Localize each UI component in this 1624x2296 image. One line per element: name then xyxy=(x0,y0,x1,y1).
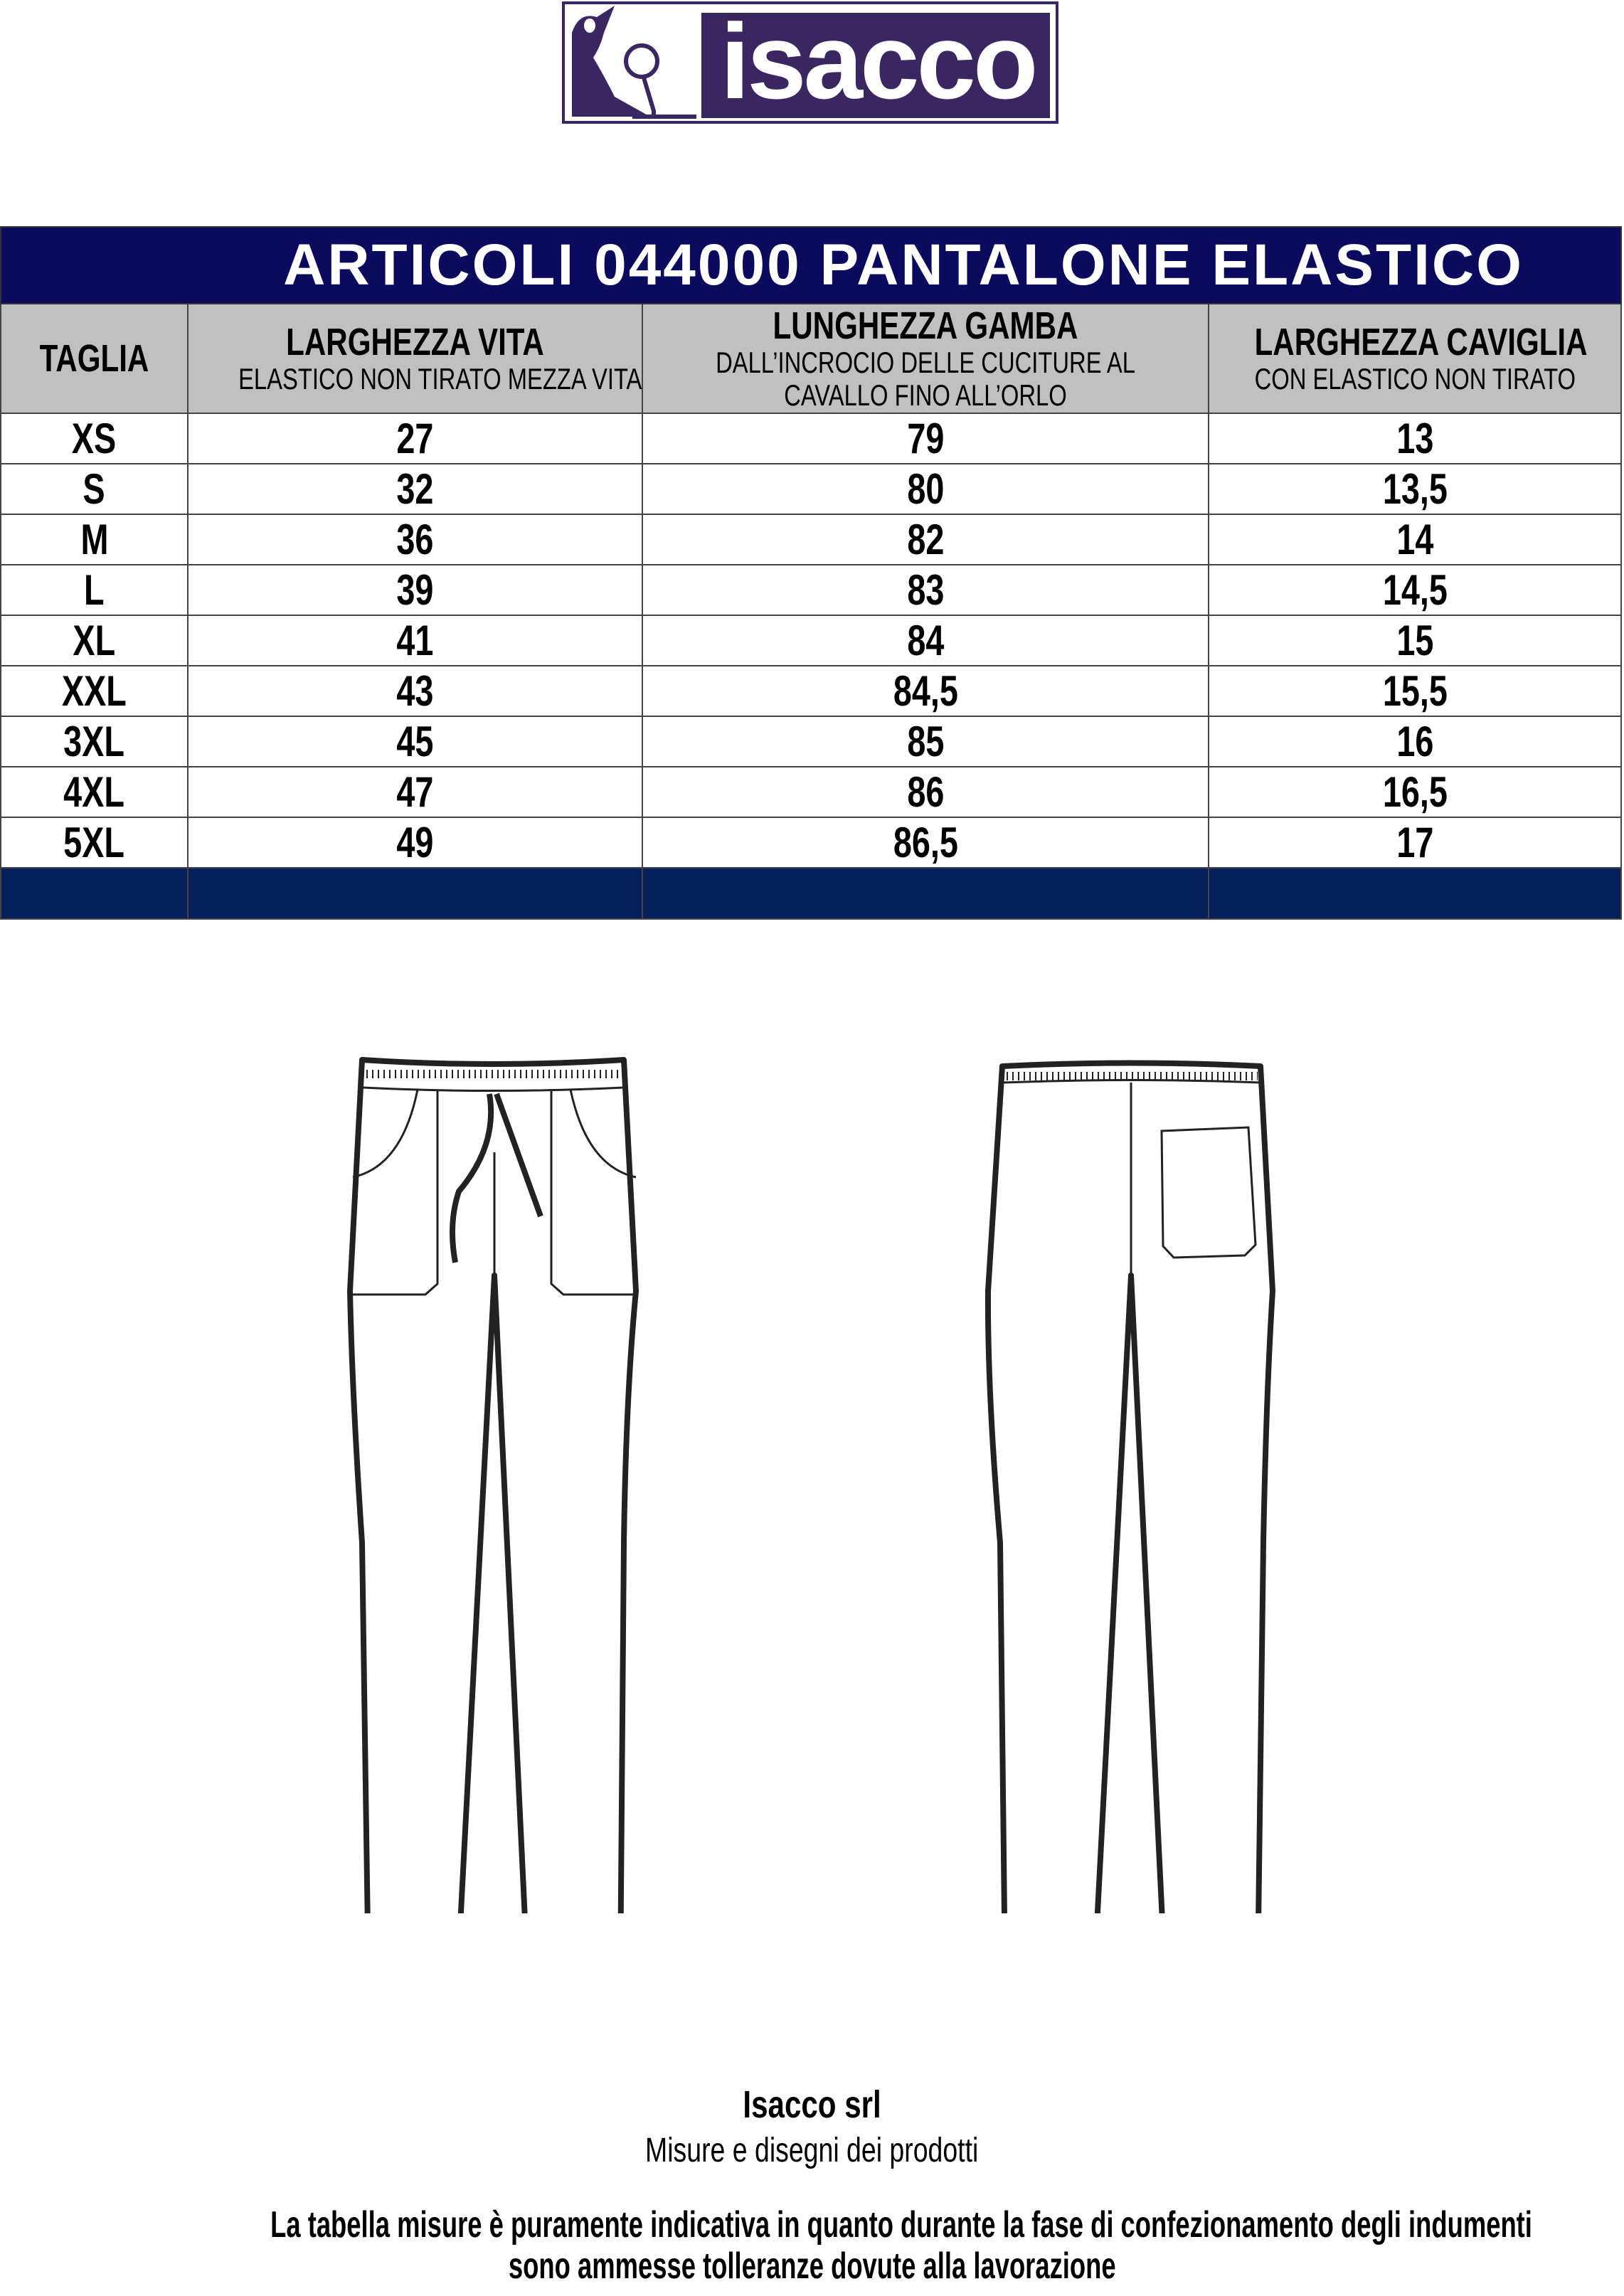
disclaimer-line-2: sono ammesse tolleranze dovute alla lavo… xyxy=(508,2245,1116,2287)
cell-waist-width: 27 xyxy=(187,413,643,464)
cell-waist-width: 36 xyxy=(187,514,643,565)
table-title: ARTICOLI 044000 PANTALONE ELASTICO xyxy=(0,226,1623,304)
header-lunghezza-gamba: LUNGHEZZA GAMBA DALL’INCROCIO DELLE CUCIT… xyxy=(642,303,1209,414)
cell-size: M xyxy=(0,514,189,565)
cell-leg-length: 85 xyxy=(642,716,1209,767)
header-larghezza-caviglia: LARGHEZZA CAVIGLIA CON ELASTICO NON TIRAT… xyxy=(1207,303,1623,414)
cell-waist-width: 41 xyxy=(187,615,643,666)
cell-size: 4XL xyxy=(0,766,189,818)
cell-leg-length: 82 xyxy=(642,514,1209,565)
company-name: Isacco srl xyxy=(743,2083,881,2126)
table-row: S 32 80 13,5 xyxy=(0,463,1623,515)
cell-leg-length: 79 xyxy=(642,413,1209,464)
table-row: M 36 82 14 xyxy=(0,514,1623,565)
cell-leg-length: 86 xyxy=(642,766,1209,818)
cell-size: S xyxy=(0,463,189,515)
cell-size: L xyxy=(0,564,189,616)
pants-drawings xyxy=(347,1057,1275,1913)
header-taglia: TAGLIA xyxy=(0,303,189,414)
cell-leg-length: 83 xyxy=(642,564,1209,616)
cell-waist-width: 49 xyxy=(187,817,643,868)
cell-waist-width: 32 xyxy=(187,463,643,515)
cell-waist-width: 39 xyxy=(187,564,643,616)
cell-ankle-width: 15 xyxy=(1207,615,1623,666)
table-row: 5XL 49 86,5 17 xyxy=(0,817,1623,868)
table-row: 4XL 47 86 16,5 xyxy=(0,766,1623,818)
cell-ankle-width: 14,5 xyxy=(1207,564,1623,616)
table-row: XS 27 79 13 xyxy=(0,413,1623,464)
cell-ankle-width: 15,5 xyxy=(1207,665,1623,717)
cell-size: 3XL xyxy=(0,716,189,767)
cell-size: XXL xyxy=(0,665,189,717)
cell-waist-width: 43 xyxy=(187,665,643,717)
table-row: XXL 43 84,5 15,5 xyxy=(0,665,1623,717)
logo-box xyxy=(701,13,1050,118)
cell-leg-length: 84,5 xyxy=(642,665,1209,717)
table-row: L 39 83 14,5 xyxy=(0,564,1623,616)
header-larghezza-vita: LARGHEZZA VITA ELASTICO NON TIRATO MEZZA … xyxy=(187,303,643,414)
table-row: XL 41 84 15 xyxy=(0,615,1623,666)
cell-leg-length: 84 xyxy=(642,615,1209,666)
cell-ankle-width: 13,5 xyxy=(1207,463,1623,515)
disclaimer-line-1: La tabella misure è puramente indicativa… xyxy=(270,2204,1532,2245)
table-footer-bar xyxy=(0,867,1623,920)
cell-leg-length: 86,5 xyxy=(642,817,1209,868)
cell-size: 5XL xyxy=(0,817,189,868)
cell-ankle-width: 14 xyxy=(1207,514,1623,565)
cell-size: XL xyxy=(0,615,189,666)
cell-size: XS xyxy=(0,413,189,464)
cell-ankle-width: 16,5 xyxy=(1207,766,1623,818)
footer-subtitle: Misure e disegni dei prodotti xyxy=(645,2132,979,2169)
size-table: ARTICOLI 044000 PANTALONE ELASTICO TAGLI… xyxy=(0,226,1623,920)
pants-back-drawing xyxy=(985,1060,1275,1913)
cell-waist-width: 47 xyxy=(187,766,643,818)
penguin-icon xyxy=(572,6,696,119)
cell-waist-width: 45 xyxy=(187,716,643,767)
table-row: 3XL 45 85 16 xyxy=(0,716,1623,767)
cell-ankle-width: 16 xyxy=(1207,716,1623,767)
isacco-logo: isacco xyxy=(562,1,1058,124)
cell-leg-length: 80 xyxy=(642,463,1209,515)
cell-ankle-width: 17 xyxy=(1207,817,1623,868)
cell-ankle-width: 13 xyxy=(1207,413,1623,464)
logo-text: isacco xyxy=(720,1,1039,121)
pants-front-drawing xyxy=(347,1057,639,1913)
